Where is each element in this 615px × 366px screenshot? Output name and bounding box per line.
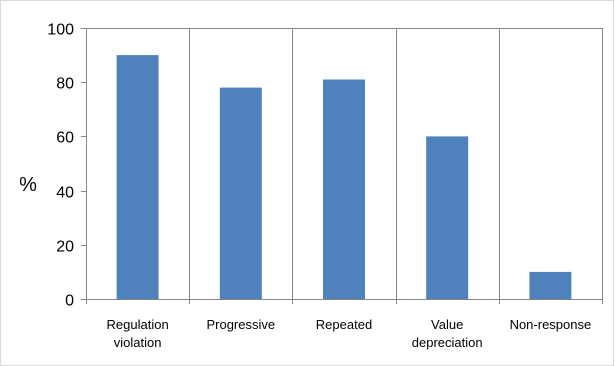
- y-axis-title: %: [19, 174, 37, 196]
- plot-area: 0 20 40 60 80 100 Regulation violation Progressi…: [47, 22, 603, 350]
- y-tick-label: 40: [56, 185, 74, 202]
- x-category-label: Repeated: [316, 317, 372, 332]
- x-category-label-line: Repeated: [316, 317, 372, 332]
- x-category-label: Value depreciation: [412, 317, 483, 350]
- bar: [529, 271, 572, 299]
- bar: [426, 136, 469, 299]
- bar: [116, 55, 159, 299]
- x-category-label-line: depreciation: [412, 335, 483, 350]
- x-category-label-line: Non-response: [510, 317, 592, 332]
- y-tick-label: 20: [56, 239, 74, 256]
- x-category-label-line: violation: [114, 335, 162, 350]
- bar: [219, 87, 262, 299]
- x-category-label-line: Regulation: [107, 317, 169, 332]
- y-tick-label: 60: [56, 130, 74, 147]
- y-tick-label: 100: [47, 22, 74, 39]
- y-tick-label: 0: [65, 293, 74, 310]
- x-category-label: Progressive: [206, 317, 275, 332]
- x-category-label-line: Progressive: [206, 317, 275, 332]
- x-category-label: Regulation violation: [107, 317, 169, 350]
- bar: [323, 79, 365, 299]
- y-tick-label: 80: [56, 76, 74, 93]
- x-category-label-line: Value: [431, 317, 463, 332]
- x-category-label: Non-response: [510, 317, 592, 332]
